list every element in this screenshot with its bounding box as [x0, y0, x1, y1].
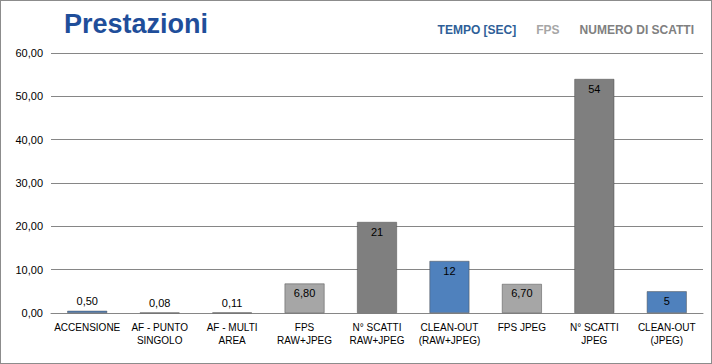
svg-text:21: 21 — [371, 226, 383, 238]
svg-text:0,08: 0,08 — [149, 297, 170, 309]
svg-text:NUMERO DI SCATTI: NUMERO DI SCATTI — [580, 23, 694, 37]
svg-text:(RAW+JPEG): (RAW+JPEG) — [419, 335, 481, 346]
svg-text:20,00: 20,00 — [15, 220, 43, 232]
svg-text:ACCENSIONE: ACCENSIONE — [54, 322, 120, 333]
svg-text:Prestazioni: Prestazioni — [64, 9, 208, 39]
svg-text:6,70: 6,70 — [511, 287, 532, 299]
svg-text:SINGOLO: SINGOLO — [137, 335, 183, 346]
svg-text:50,00: 50,00 — [15, 90, 43, 102]
svg-text:(JPEG): (JPEG) — [650, 335, 683, 346]
svg-text:N° SCATTI: N° SCATTI — [570, 322, 619, 333]
svg-text:60,00: 60,00 — [15, 47, 43, 59]
svg-text:FPS JPEG: FPS JPEG — [498, 322, 547, 333]
svg-text:6,80: 6,80 — [294, 287, 315, 299]
svg-text:RAW+JPEG: RAW+JPEG — [277, 335, 332, 346]
svg-text:30,00: 30,00 — [15, 177, 43, 189]
svg-text:12: 12 — [443, 265, 455, 277]
svg-text:54: 54 — [588, 83, 600, 95]
svg-text:40,00: 40,00 — [15, 134, 43, 146]
svg-text:AF - PUNTO: AF - PUNTO — [131, 322, 188, 333]
svg-text:N° SCATTI: N° SCATTI — [353, 322, 402, 333]
svg-text:FPS: FPS — [295, 322, 315, 333]
svg-text:AREA: AREA — [218, 335, 246, 346]
svg-text:TEMPO [SEC]: TEMPO [SEC] — [438, 23, 517, 37]
svg-text:0,00: 0,00 — [22, 307, 43, 319]
svg-text:5: 5 — [664, 295, 670, 307]
svg-text:0,50: 0,50 — [77, 295, 98, 307]
svg-text:FPS: FPS — [536, 23, 559, 37]
svg-text:AF - MULTI: AF - MULTI — [207, 322, 258, 333]
svg-text:CLEAN-OUT: CLEAN-OUT — [638, 322, 696, 333]
svg-text:0,11: 0,11 — [222, 297, 243, 309]
svg-text:10,00: 10,00 — [15, 264, 43, 276]
svg-text:RAW+JPEG: RAW+JPEG — [350, 335, 405, 346]
svg-text:JPEG: JPEG — [581, 335, 607, 346]
svg-text:CLEAN-OUT: CLEAN-OUT — [421, 322, 479, 333]
